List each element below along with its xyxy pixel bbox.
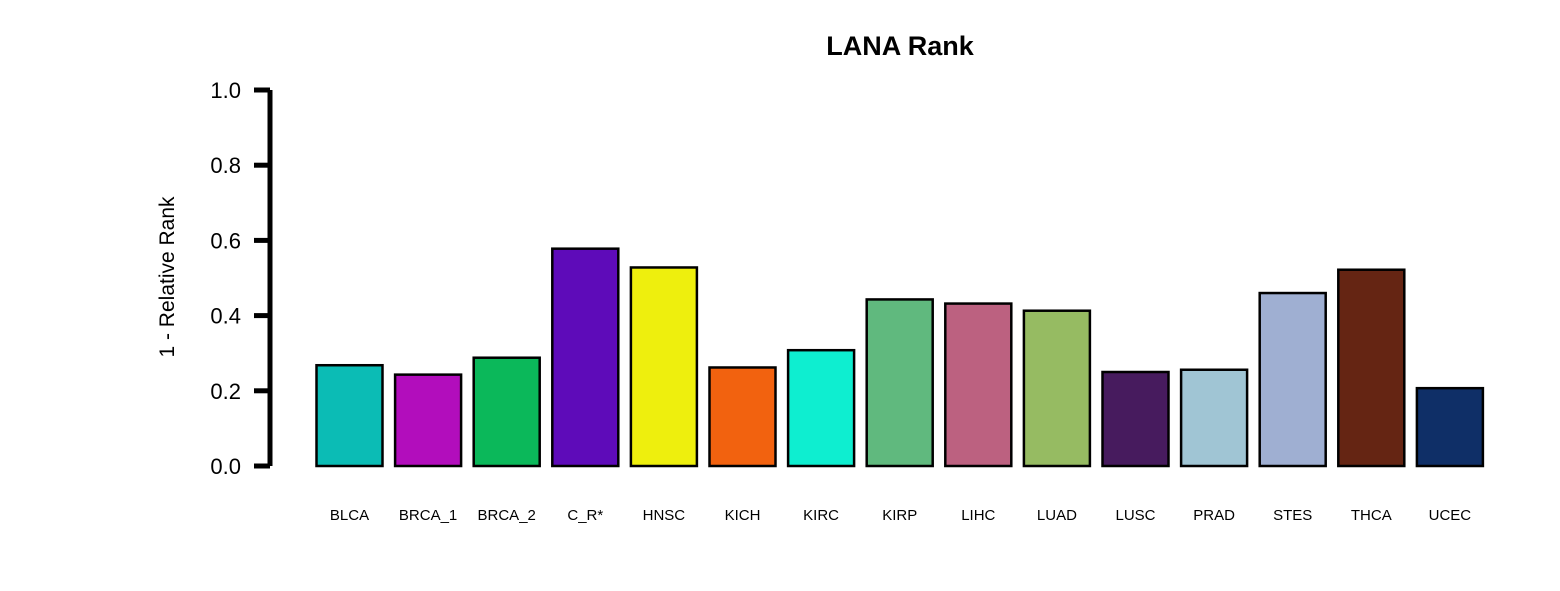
x-tick-label: KIRC: [803, 507, 839, 524]
chart-title: LANA Rank: [826, 31, 974, 61]
x-tick-label: C_R*: [567, 507, 603, 524]
y-tick-label: 0.4: [210, 304, 241, 329]
x-tick-label: UCEC: [1429, 507, 1472, 524]
bar-stes: [1258, 291, 1327, 468]
y-tick-label: 0.6: [210, 228, 241, 253]
bar-c-r: [551, 247, 620, 468]
bar-kirp: [865, 298, 934, 468]
y-tick-label: 0.8: [210, 153, 241, 178]
bar-luad: [1022, 309, 1092, 468]
x-tick-label: BRCA_1: [399, 507, 457, 524]
x-tick-label: BLCA: [330, 507, 369, 524]
bar-lusc: [1101, 370, 1170, 468]
y-tick-label: 0.2: [210, 379, 241, 404]
x-tick-label: STES: [1273, 507, 1312, 524]
bar-thca: [1337, 268, 1406, 468]
x-tick-label: LUAD: [1037, 507, 1077, 524]
y-tick-label: 1.0: [210, 78, 241, 103]
bar-hnsc: [629, 266, 699, 468]
y-axis-label: 1 - Relative Rank: [156, 196, 179, 358]
bar-blca: [315, 363, 384, 468]
x-tick-label: HNSC: [643, 507, 686, 524]
bars-group: [315, 247, 1485, 468]
bar-lihc: [944, 302, 1013, 468]
bar-brca-1: [393, 373, 463, 468]
bar-kich: [708, 366, 777, 468]
x-tick-labels: BLCA BRCA_1 BRCA_2 C_R* HNSC KICH KIRC KIRP LIHC…: [330, 507, 1471, 524]
y-axis: 0.0 0.2 0.4 0.6 0.8 1.0: [210, 78, 273, 479]
bar-brca-2: [472, 356, 541, 468]
x-tick-label: KICH: [725, 507, 761, 524]
x-tick-label: LUSC: [1115, 507, 1155, 524]
y-tick-label: 0.0: [210, 454, 241, 479]
bar-ucec: [1415, 386, 1485, 468]
x-tick-label: KIRP: [882, 507, 917, 524]
bar-kirc: [786, 348, 856, 468]
x-tick-label: PRAD: [1193, 507, 1235, 524]
x-tick-label: LIHC: [961, 507, 995, 524]
x-tick-label: THCA: [1351, 507, 1392, 524]
x-tick-label: BRCA_2: [478, 507, 536, 524]
bar-prad: [1179, 368, 1249, 468]
